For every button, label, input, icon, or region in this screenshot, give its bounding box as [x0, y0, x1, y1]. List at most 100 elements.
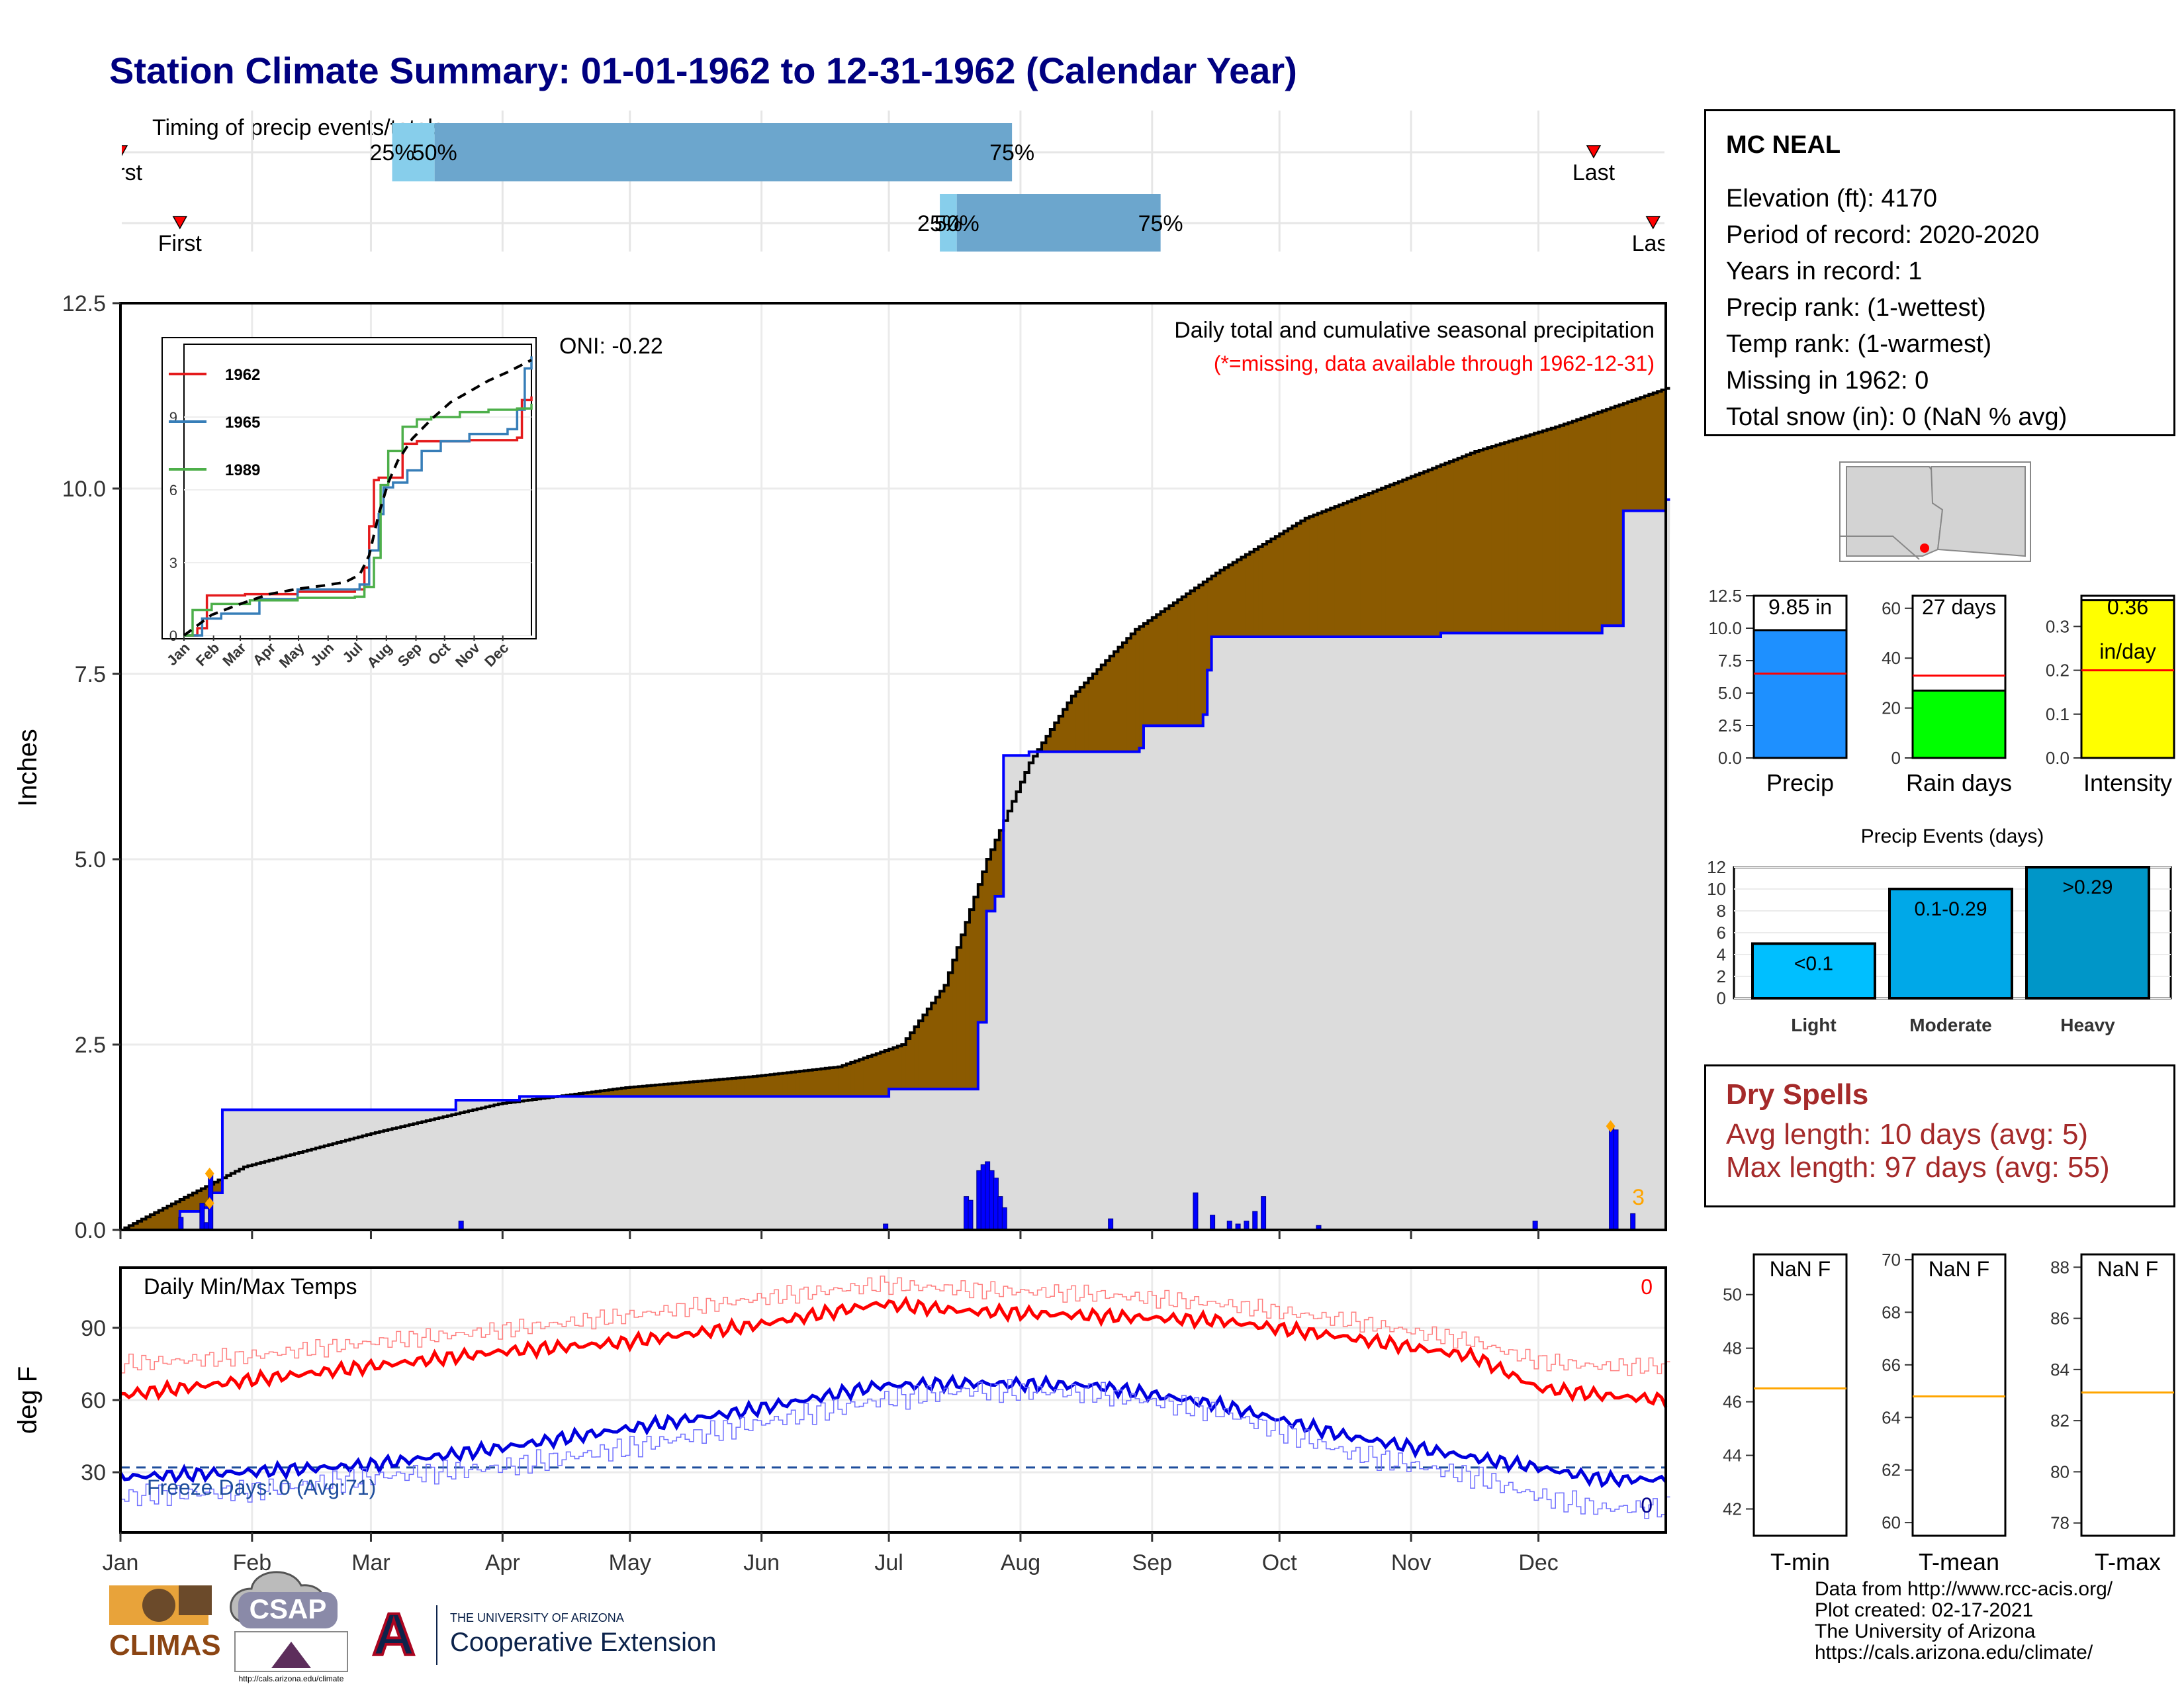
precip-difference-fill — [1054, 722, 1060, 752]
precip-difference-fill — [1419, 473, 1424, 637]
precip-difference-fill — [736, 1078, 741, 1097]
precip-difference-fill — [1203, 582, 1208, 715]
precip-difference-fill — [1475, 451, 1480, 633]
oni-label: ONI: -0.22 — [559, 334, 663, 359]
precip-difference-fill — [1381, 488, 1387, 637]
precip-difference-fill — [1139, 626, 1144, 748]
precip-difference-fill — [1156, 614, 1161, 726]
precip-difference-fill — [634, 1086, 639, 1097]
precip-difference-fill — [782, 1073, 788, 1097]
precip-difference-fill — [1339, 504, 1344, 637]
precip-difference-fill — [655, 1085, 660, 1097]
precip-difference-fill — [621, 1088, 626, 1097]
month-label: Sep — [1132, 1550, 1173, 1575]
info-years: Years in record: 1 — [1726, 258, 1923, 285]
precip-difference-fill — [1487, 447, 1492, 633]
precip-difference-fill — [1424, 471, 1429, 637]
precip-difference-fill — [702, 1080, 707, 1097]
precip-difference-fill — [1555, 426, 1561, 633]
temp-box-y-tick-label: 78 — [2050, 1513, 2070, 1533]
precip-difference-fill — [854, 1060, 860, 1097]
mini-bar-y-tick-label: 0 — [1891, 748, 1901, 768]
precip-difference-fill — [133, 1223, 138, 1230]
temp-box-y-tick-label: 84 — [2050, 1360, 2070, 1380]
daily-precip-bar — [968, 1199, 974, 1231]
precip-difference-fill — [1564, 424, 1569, 633]
precip-difference-fill — [188, 1195, 193, 1211]
events-category-label: Light — [1791, 1015, 1836, 1035]
precip-difference-fill — [889, 1049, 894, 1090]
precip-difference-fill — [214, 1182, 219, 1193]
precip-difference-fill — [901, 1045, 907, 1090]
precip-difference-fill — [689, 1082, 694, 1097]
daily-precip-bar — [458, 1221, 464, 1231]
precip-y-tick-label: 12.5 — [62, 291, 106, 316]
precip-difference-fill — [952, 960, 958, 1090]
precip-difference-fill — [1496, 445, 1501, 633]
precip-difference-fill — [596, 1091, 601, 1097]
precip-difference-fill — [986, 859, 991, 912]
precip-difference-fill — [1152, 617, 1157, 726]
precip-difference-fill — [1228, 565, 1234, 637]
precip-difference-fill — [1593, 413, 1598, 633]
station-info-box: MC NEAL Elevation (ft): 4170 Period of r… — [1704, 109, 2175, 436]
timing-q50-q75-bar — [434, 123, 1013, 181]
precip-difference-fill — [740, 1077, 745, 1097]
precip-difference-fill — [1279, 534, 1285, 637]
precip-panel: Daily total and cumulative seasonal prec… — [13, 291, 1670, 1243]
precip-difference-fill — [803, 1070, 809, 1097]
daily-precip-bar — [178, 1217, 184, 1231]
precip-difference-fill — [969, 910, 974, 1090]
precip-difference-fill — [1292, 526, 1297, 637]
footer-url: https://cals.arizona.edu/climate/ — [1815, 1642, 2093, 1664]
timing-panel: Timing of precip events/totals Avg 25%50%… — [66, 111, 1664, 256]
temp-box-y-tick-label: 48 — [1723, 1338, 1742, 1358]
precip-difference-fill — [1220, 570, 1225, 637]
precip-difference-fill — [1304, 518, 1310, 637]
temp-box-value-label: NaN F — [1929, 1257, 1989, 1281]
precip-difference-fill — [842, 1065, 847, 1097]
temp-count-top: 0 — [1641, 1275, 1653, 1299]
precip-difference-fill — [1347, 501, 1352, 637]
timing-first-label: First — [158, 231, 203, 256]
events-y-tick-label: 6 — [1717, 923, 1726, 943]
precip-difference-fill — [1186, 594, 1191, 726]
precip-difference-fill — [1075, 691, 1081, 752]
precip-difference-fill — [1636, 399, 1641, 511]
mini-bar-y-tick-label: 40 — [1882, 648, 1901, 668]
events-bar-label: <0.1 — [1794, 953, 1833, 975]
precip-difference-fill — [205, 1186, 210, 1208]
temp-y-tick-label: 90 — [81, 1316, 106, 1341]
precip-difference-fill — [974, 897, 979, 1090]
events-y-tick-label: 10 — [1707, 879, 1726, 899]
precip-difference-fill — [923, 1015, 928, 1090]
timing-row-label: 1962 — [66, 211, 116, 236]
precip-difference-fill — [791, 1072, 796, 1097]
data-flag-marker — [1606, 1120, 1615, 1133]
precip-difference-fill — [1326, 510, 1331, 637]
precip-difference-fill — [1309, 516, 1314, 637]
precip-difference-fill — [978, 884, 983, 1023]
logos: CLIMAS CSAP http://cals.arizona.edu/clim… — [109, 1571, 716, 1683]
precip-difference-fill — [1479, 450, 1484, 633]
precip-difference-fill — [1619, 404, 1624, 626]
temp-normal-boxes: 42 44 46 48 50 NaN F T-min 60 62 64 66 68 70 NaN F T-m… — [1723, 1250, 2175, 1575]
precip-difference-fill — [1351, 500, 1357, 637]
precip-difference-fill — [727, 1078, 733, 1097]
precip-difference-fill — [1551, 428, 1556, 633]
precip-difference-fill — [1313, 514, 1318, 637]
precip-difference-fill — [787, 1072, 792, 1097]
precip-difference-fill — [1042, 743, 1047, 752]
precip-difference-fill — [940, 991, 945, 1090]
precip-difference-fill — [1071, 696, 1076, 752]
precip-difference-fill — [175, 1201, 181, 1230]
precip-difference-fill — [1615, 406, 1620, 626]
precip-y-tick-label: 0.0 — [75, 1218, 106, 1243]
precip-difference-fill — [1457, 458, 1463, 633]
temp-box-y-tick-label: 82 — [2050, 1411, 2070, 1430]
precip-difference-fill — [927, 1009, 932, 1090]
daily-precip-bar — [1532, 1221, 1538, 1231]
station-marker — [1920, 543, 1929, 553]
temp-count-bottom: 0 — [1641, 1493, 1653, 1517]
precip-difference-fill — [163, 1208, 168, 1230]
